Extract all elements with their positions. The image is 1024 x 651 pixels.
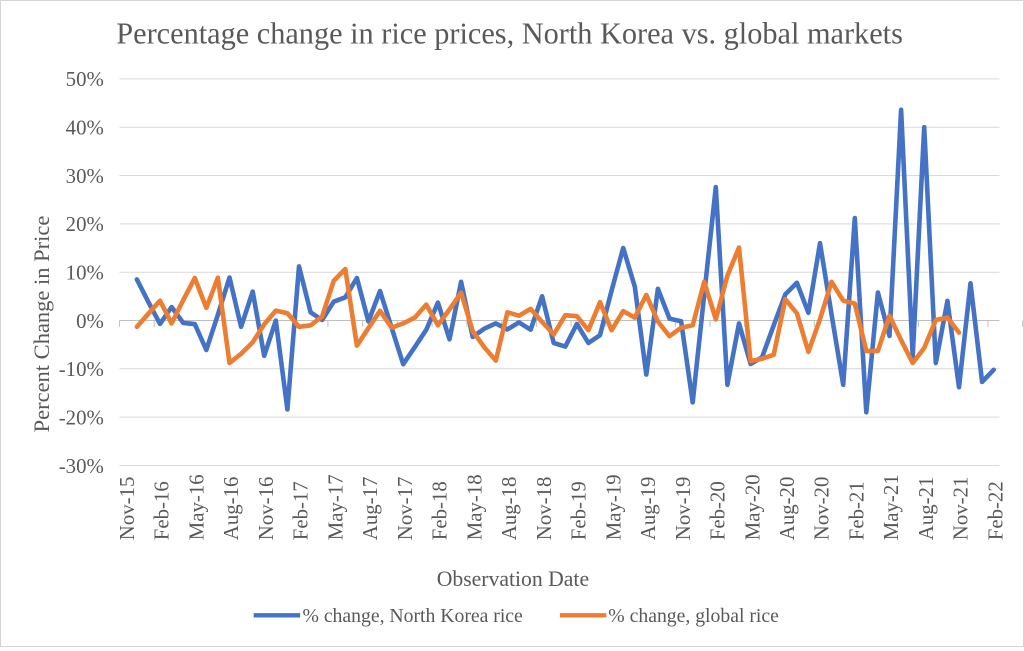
svg-text:Percentage change in rice pric: Percentage change in rice prices, North … xyxy=(116,17,903,51)
svg-text:Feb-16: Feb-16 xyxy=(151,481,174,540)
svg-text:Feb-21: Feb-21 xyxy=(845,481,868,540)
svg-text:-30%: -30% xyxy=(59,455,104,478)
svg-text:Aug-20: Aug-20 xyxy=(776,477,799,541)
svg-text:10%: 10% xyxy=(66,262,104,285)
svg-text:% change, North Korea rice: % change, North Korea rice xyxy=(303,605,524,627)
svg-text:Aug-17: Aug-17 xyxy=(359,477,382,541)
svg-text:% change, global rice: % change, global rice xyxy=(608,605,779,627)
svg-text:May-17: May-17 xyxy=(324,474,347,540)
svg-text:Nov-21: Nov-21 xyxy=(950,477,973,541)
svg-text:Aug-21: Aug-21 xyxy=(915,477,938,541)
svg-text:Feb-17: Feb-17 xyxy=(290,481,313,540)
svg-text:Percent Change in Price: Percent Change in Price xyxy=(29,216,54,433)
svg-text:0%: 0% xyxy=(76,310,104,333)
svg-text:May-18: May-18 xyxy=(463,474,486,540)
svg-text:Aug-18: Aug-18 xyxy=(498,477,521,541)
svg-text:Nov-16: Nov-16 xyxy=(255,477,278,541)
svg-text:May-16: May-16 xyxy=(185,474,208,540)
svg-text:Nov-18: Nov-18 xyxy=(533,477,556,541)
svg-text:40%: 40% xyxy=(66,117,104,140)
svg-text:Feb-19: Feb-19 xyxy=(568,481,591,540)
svg-text:20%: 20% xyxy=(66,213,104,236)
svg-text:Feb-22: Feb-22 xyxy=(984,481,1007,540)
svg-text:Feb-20: Feb-20 xyxy=(707,481,730,540)
svg-text:30%: 30% xyxy=(66,165,104,188)
svg-text:-20%: -20% xyxy=(59,406,104,429)
svg-text:May-20: May-20 xyxy=(741,474,764,540)
svg-text:-10%: -10% xyxy=(59,358,104,381)
svg-text:Nov-19: Nov-19 xyxy=(672,477,695,541)
svg-text:50%: 50% xyxy=(66,68,104,91)
svg-text:Aug-19: Aug-19 xyxy=(637,477,660,541)
svg-text:Nov-17: Nov-17 xyxy=(394,477,417,541)
svg-text:Nov-15: Nov-15 xyxy=(116,477,139,541)
svg-text:Aug-16: Aug-16 xyxy=(220,477,243,541)
svg-text:May-19: May-19 xyxy=(602,474,625,540)
svg-text:May-21: May-21 xyxy=(880,474,903,540)
svg-text:Nov-20: Nov-20 xyxy=(811,477,834,541)
svg-text:Feb-18: Feb-18 xyxy=(429,481,452,540)
svg-text:Observation Date: Observation Date xyxy=(437,567,589,591)
